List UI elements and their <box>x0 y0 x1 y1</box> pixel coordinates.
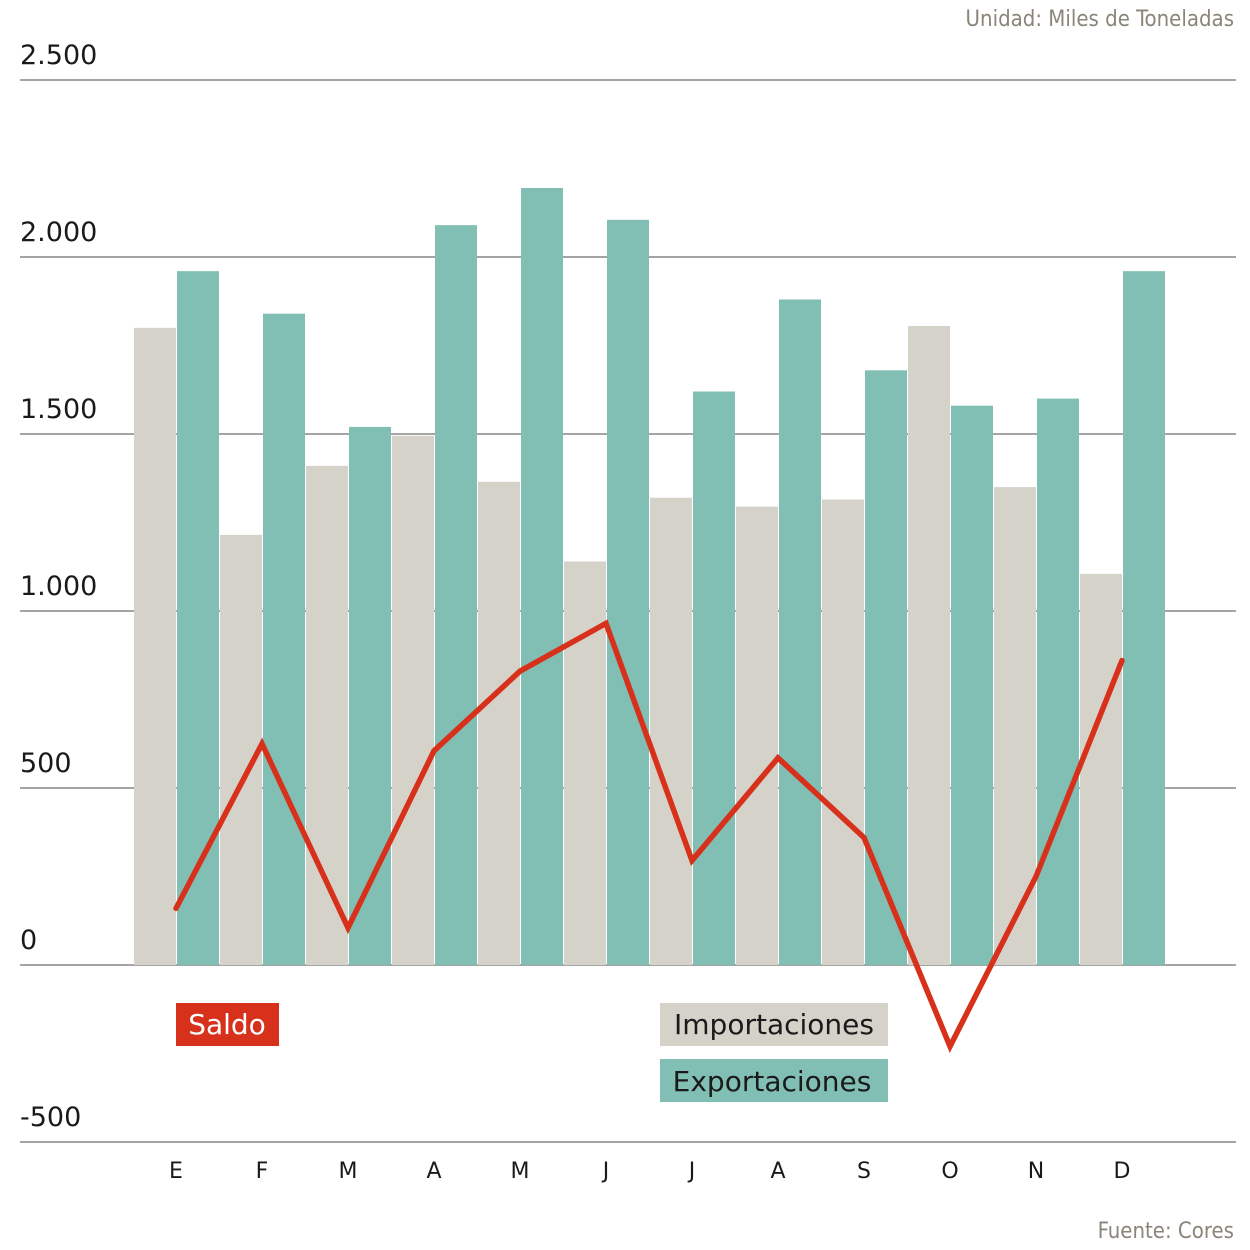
bar-exportaciones <box>1123 271 1165 965</box>
x-tick-label: O <box>941 1159 958 1184</box>
x-tick-label: E <box>169 1159 183 1184</box>
x-tick-label: A <box>426 1159 441 1184</box>
source-label: Fuente: Cores <box>1098 1219 1234 1244</box>
bar-exportaciones <box>1037 398 1079 966</box>
legend-saldo-box <box>176 1003 279 1046</box>
legend-importaciones-label: Importaciones <box>674 1008 874 1041</box>
x-tick-label: J <box>687 1159 696 1184</box>
bar-importaciones <box>220 534 262 965</box>
bar-exportaciones <box>349 426 391 965</box>
y-tick-label: 1.500 <box>20 394 97 425</box>
bar-exportaciones <box>263 313 305 965</box>
legend-saldo-label: Saldo <box>188 1008 266 1041</box>
bar-exportaciones <box>951 405 993 965</box>
y-tick-label: 0 <box>20 925 37 956</box>
x-tick-label: A <box>770 1159 785 1184</box>
bar-exportaciones <box>435 225 477 965</box>
bar-importaciones <box>478 481 520 965</box>
bar-importaciones <box>736 506 778 965</box>
bar-exportaciones <box>607 219 649 965</box>
bar-importaciones <box>306 465 348 965</box>
x-tick-label: M <box>339 1159 358 1184</box>
saldo-line-layer <box>173 619 1125 1054</box>
legend-exportaciones-label: Exportaciones <box>673 1065 872 1098</box>
x-tick-label: J <box>601 1159 610 1184</box>
bar-exportaciones <box>779 299 821 966</box>
bar-importaciones <box>822 499 864 965</box>
unit-label: Unidad: Miles de Toneladas <box>966 7 1234 32</box>
bar-exportaciones <box>177 271 219 965</box>
y-tick-label: 500 <box>20 748 72 779</box>
bar-importaciones <box>564 561 606 965</box>
bar-exportaciones <box>521 187 563 966</box>
y-tick-label: 2.500 <box>20 40 97 71</box>
bar-importaciones <box>1080 573 1122 965</box>
x-tick-label: S <box>857 1159 871 1184</box>
y-tick-label: 1.000 <box>20 571 97 602</box>
saldo-line <box>173 619 1125 1054</box>
legend-exportaciones-box <box>660 1059 888 1102</box>
y-axis-ticks: 2.500 2.000 1.500 1.000 500 0 -500 <box>20 40 97 1133</box>
y-tick-label: 2.000 <box>20 217 97 248</box>
x-tick-label: F <box>256 1159 269 1184</box>
bar-importaciones <box>134 327 176 965</box>
bar-exportaciones <box>693 391 735 965</box>
legend: Saldo Importaciones Exportaciones <box>176 1003 888 1102</box>
bars <box>134 187 1165 966</box>
x-tick-label: N <box>1028 1159 1044 1184</box>
y-tick-label: -500 <box>20 1102 81 1133</box>
x-tick-label: D <box>1114 1159 1131 1184</box>
bar-importaciones <box>650 497 692 965</box>
bar-importaciones <box>908 326 950 965</box>
bar-importaciones <box>392 435 434 965</box>
bar-exportaciones <box>865 370 907 965</box>
x-tick-label: M <box>511 1159 530 1184</box>
legend-importaciones-box <box>660 1003 888 1046</box>
